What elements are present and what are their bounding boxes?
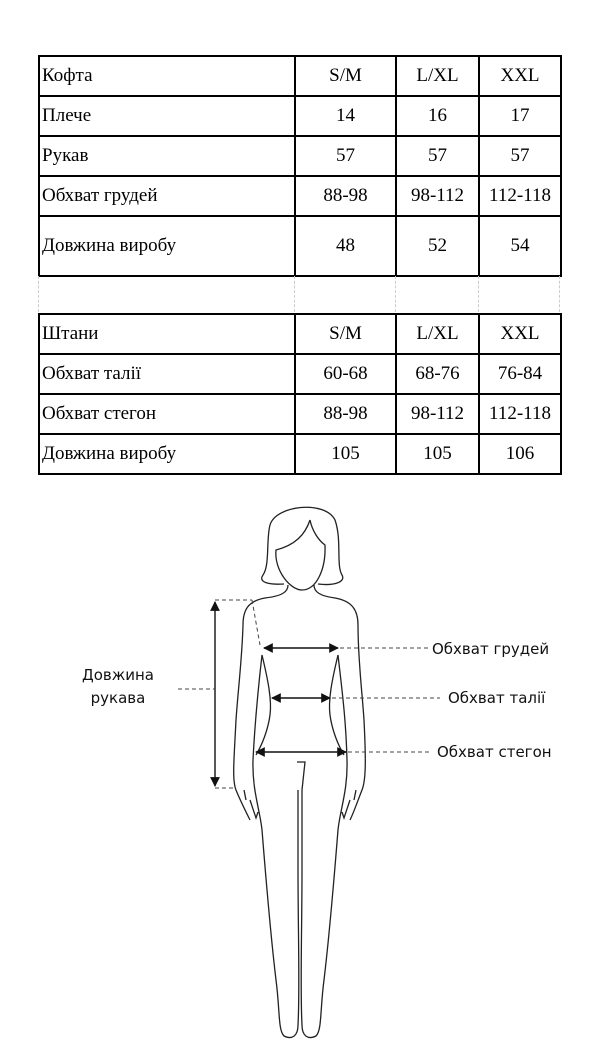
cell: 48 <box>294 215 397 277</box>
table-header-row: Штани S/M L/XL XXL <box>38 313 562 355</box>
cell: 60-68 <box>294 353 397 395</box>
chest-label: Обхват грудей <box>432 640 549 658</box>
sleeve-label: рукава <box>91 689 146 707</box>
row-label: Довжина виробу <box>38 433 296 475</box>
table-row: Обхват стегон 88-98 98-112 112-118 <box>38 393 562 435</box>
body-outline <box>233 506 366 1039</box>
table-row: Рукав 57 57 57 <box>38 135 562 177</box>
row-label: Плече <box>38 95 296 137</box>
cell: 14 <box>294 95 397 137</box>
hips-label: Обхват стегон <box>437 743 552 761</box>
row-label: Обхват стегон <box>38 393 296 435</box>
gap-divider <box>294 276 295 312</box>
cell: 57 <box>395 135 480 177</box>
table-row: Довжина виробу 48 52 54 <box>38 215 562 277</box>
guide-lines <box>178 599 440 789</box>
top-size-table: Кофта S/M L/XL XXL Плече 14 16 17 Рукав … <box>38 55 562 277</box>
gap-divider <box>395 276 396 312</box>
cell: 88-98 <box>294 393 397 435</box>
table-row: Обхват талії 60-68 68-76 76-84 <box>38 353 562 395</box>
waist-label: Обхват талії <box>448 689 546 707</box>
cell: 98-112 <box>395 393 480 435</box>
row-label: Обхват грудей <box>38 175 296 217</box>
cell: 112-118 <box>478 393 562 435</box>
header-cell: S/M <box>294 55 397 97</box>
table-row: Обхват грудей 88-98 98-112 112-118 <box>38 175 562 217</box>
gap-divider <box>38 276 39 312</box>
table-row: Довжина виробу 105 105 106 <box>38 433 562 475</box>
row-label: Довжина виробу <box>38 215 296 277</box>
header-cell: XXL <box>478 313 562 355</box>
cell: 16 <box>395 95 480 137</box>
gap-divider <box>478 276 479 312</box>
row-label: Рукав <box>38 135 296 177</box>
cell: 17 <box>478 95 562 137</box>
cell: 88-98 <box>294 175 397 217</box>
cell: 106 <box>478 433 562 475</box>
cell: 57 <box>478 135 562 177</box>
header-cell: S/M <box>294 313 397 355</box>
cell: 54 <box>478 215 562 277</box>
cell: 68-76 <box>395 353 480 395</box>
header-cell: Штани <box>38 313 296 355</box>
cell: 105 <box>395 433 480 475</box>
cell: 112-118 <box>478 175 562 217</box>
sleeve-label: Довжина <box>82 666 154 684</box>
table-row: Плече 14 16 17 <box>38 95 562 137</box>
cell: 98-112 <box>395 175 480 217</box>
header-cell: L/XL <box>395 313 480 355</box>
table-header-row: Кофта S/M L/XL XXL <box>38 55 562 97</box>
header-cell: L/XL <box>395 55 480 97</box>
cell: 105 <box>294 433 397 475</box>
cell: 57 <box>294 135 397 177</box>
header-cell: Кофта <box>38 55 296 97</box>
row-label: Обхват талії <box>38 353 296 395</box>
gap-divider <box>559 276 560 312</box>
cell: 76-84 <box>478 353 562 395</box>
cell: 52 <box>395 215 480 277</box>
pants-size-table: Штани S/M L/XL XXL Обхват талії 60-68 68… <box>38 313 562 475</box>
header-cell: XXL <box>478 55 562 97</box>
